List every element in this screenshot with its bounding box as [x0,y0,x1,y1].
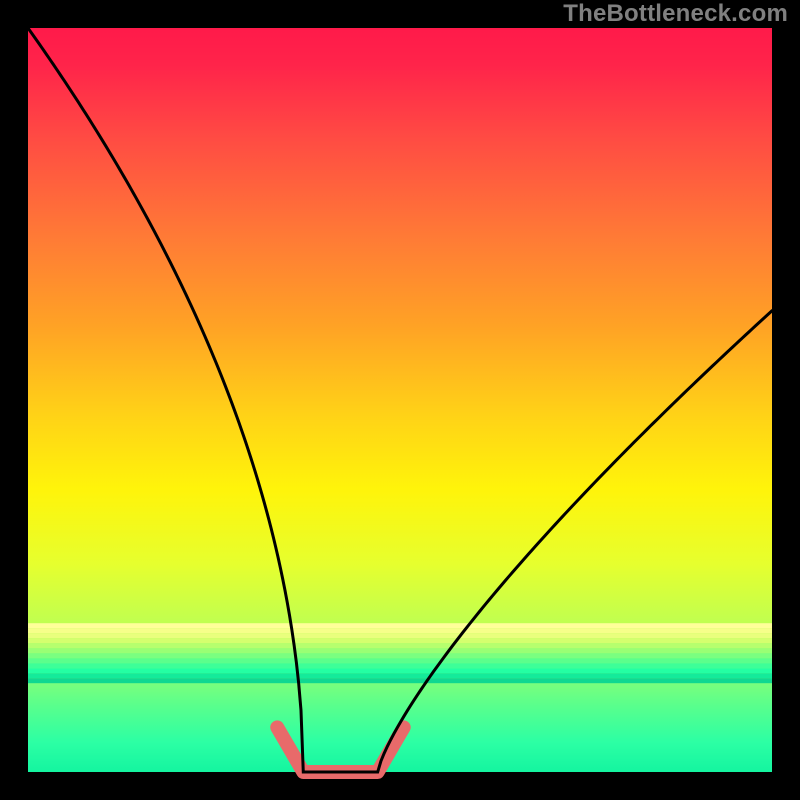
bottom-band [28,643,772,648]
bottom-band [28,668,772,673]
bottom-band [28,638,772,643]
bottom-band [28,658,772,663]
watermark-text: TheBottleneck.com [563,0,788,28]
bottom-band [28,653,772,658]
bottom-band [28,628,772,633]
bottom-band [28,648,772,653]
bottleneck-chart [0,0,800,800]
bottom-band [28,623,772,628]
bottom-band [28,673,772,678]
bottom-band [28,663,772,668]
bottom-band [28,633,772,638]
chart-container: TheBottleneck.com [0,0,800,800]
bottom-band [28,678,772,683]
